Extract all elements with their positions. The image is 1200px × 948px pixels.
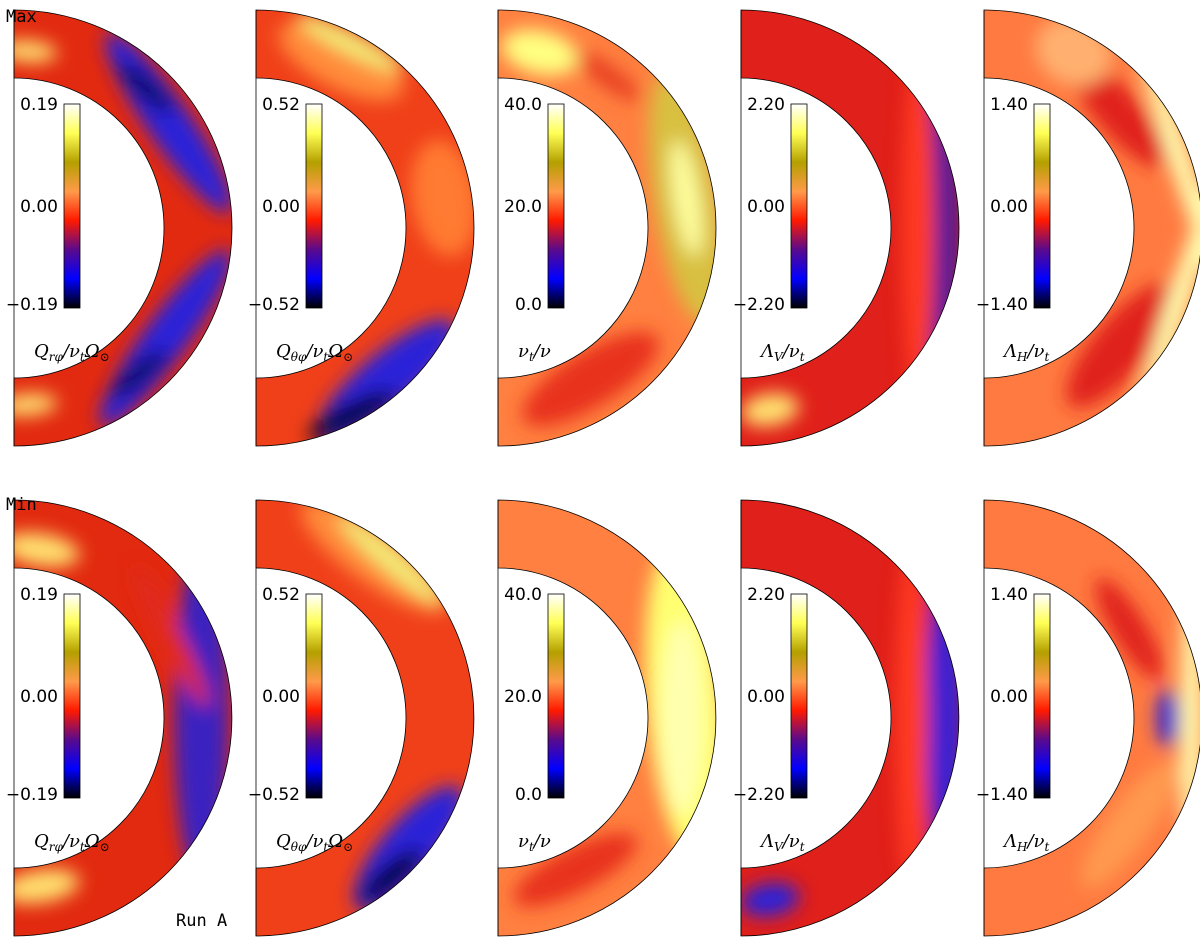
quantity-label: ΛH/νt bbox=[1002, 831, 1049, 854]
colorbar bbox=[1033, 593, 1051, 799]
row-label-min: Min bbox=[6, 495, 37, 515]
shell-outline bbox=[255, 499, 475, 937]
colorbar-tick-label: 0.00 bbox=[20, 687, 58, 707]
shell-outline bbox=[740, 9, 960, 447]
colorbar-tick-label: 0.52 bbox=[262, 95, 300, 115]
colorbar-tick-label: 0.19 bbox=[20, 585, 58, 605]
quantity-label: ΛH/νt bbox=[1002, 341, 1049, 364]
meridional-field bbox=[14, 10, 232, 446]
run-label: Run A bbox=[176, 911, 227, 931]
colorbar-tick-label: 0.00 bbox=[747, 687, 785, 707]
shell-outline bbox=[983, 9, 1200, 447]
shell-outline bbox=[13, 499, 233, 937]
colorbar bbox=[305, 103, 323, 309]
panel-max-qthphi: 0.52 0.00 −0.52 Qθφ/νtΩ⊙ bbox=[248, 9, 475, 447]
quantity-label: Qrφ/νtΩ⊙ bbox=[34, 341, 110, 364]
meridional-field bbox=[256, 500, 474, 936]
colorbar-tick-label: −1.40 bbox=[976, 295, 1028, 315]
colorbar bbox=[790, 593, 808, 799]
colorbar bbox=[790, 103, 808, 309]
colorbar-tick-label: 0.00 bbox=[990, 687, 1028, 707]
colorbar-tick-label: −0.19 bbox=[6, 295, 58, 315]
colorbar-tick-label: 20.0 bbox=[504, 687, 542, 707]
quantity-label: Qθφ/νtΩ⊙ bbox=[276, 831, 353, 854]
quantity-label: Qθφ/νtΩ⊙ bbox=[276, 341, 353, 364]
colorbar-tick-label: −0.19 bbox=[6, 785, 58, 805]
colorbar bbox=[547, 593, 565, 799]
colorbar-tick-label: −2.20 bbox=[733, 295, 785, 315]
colorbar-tick-label: 40.0 bbox=[504, 585, 542, 605]
colorbar-tick-label: 0.00 bbox=[262, 197, 300, 217]
colorbar-tick-label: 0.52 bbox=[262, 585, 300, 605]
meridional-field bbox=[741, 10, 959, 446]
colorbar bbox=[63, 103, 81, 309]
colorbar-tick-label: 2.20 bbox=[747, 585, 785, 605]
colorbar-tick-label: 0.00 bbox=[747, 197, 785, 217]
meridional-field bbox=[14, 500, 232, 936]
meridional-field bbox=[984, 500, 1200, 936]
colorbar-tick-label: 20.0 bbox=[504, 197, 542, 217]
shell-outline bbox=[497, 499, 717, 937]
panel-max-qrphi: 0.19 0.00 −0.19 Qrφ/νtΩ⊙ bbox=[6, 9, 233, 447]
colorbar-tick-label: 0.00 bbox=[990, 197, 1028, 217]
quantity-label: ΛV/νt bbox=[759, 831, 805, 854]
panel-min-nut: 40.0 20.0 0.0 νt/ν bbox=[497, 499, 717, 937]
meridional-field bbox=[498, 500, 716, 936]
quantity-label: νt/ν bbox=[518, 341, 551, 364]
meridional-field bbox=[498, 10, 716, 446]
panel-max-lambdah: 1.40 0.00 −1.40 ΛH/νt bbox=[976, 9, 1200, 447]
row-label-max: Max bbox=[6, 7, 37, 27]
quantity-label: Qrφ/νtΩ⊙ bbox=[34, 831, 110, 854]
meridional-field bbox=[984, 10, 1200, 446]
panel-min-lambdah: 1.40 0.00 −1.40 ΛH/νt bbox=[976, 499, 1200, 937]
shell-outline bbox=[497, 9, 717, 447]
colorbar-tick-label: 2.20 bbox=[747, 95, 785, 115]
meridional-field bbox=[741, 500, 959, 936]
shell-outline bbox=[255, 9, 475, 447]
quantity-label: ΛV/νt bbox=[759, 341, 805, 364]
colorbar-tick-label: 1.40 bbox=[990, 95, 1028, 115]
colorbar bbox=[547, 103, 565, 309]
colorbar-tick-label: 0.00 bbox=[20, 197, 58, 217]
shell-outline bbox=[740, 499, 960, 937]
panel-min-lambdav: 2.20 0.00 −2.20 ΛV/νt bbox=[733, 499, 960, 937]
quantity-label: νt/ν bbox=[518, 831, 551, 854]
colorbar-tick-label: 1.40 bbox=[990, 585, 1028, 605]
colorbar bbox=[1033, 103, 1051, 309]
colorbar-tick-label: 0.19 bbox=[20, 95, 58, 115]
panel-max-nut: 40.0 20.0 0.0 νt/ν bbox=[497, 9, 717, 447]
colorbar-tick-label: −0.52 bbox=[248, 785, 300, 805]
shell-outline bbox=[983, 499, 1200, 937]
colorbar-tick-label: 0.0 bbox=[515, 785, 542, 805]
colorbar-tick-label: 0.0 bbox=[515, 295, 542, 315]
panel-min-qrphi: 0.19 0.00 −0.19 Qrφ/νtΩ⊙ bbox=[6, 499, 233, 937]
colorbar bbox=[305, 593, 323, 799]
colorbar-tick-label: −0.52 bbox=[248, 295, 300, 315]
colorbar-tick-label: −1.40 bbox=[976, 785, 1028, 805]
colorbar-tick-label: 40.0 bbox=[504, 95, 542, 115]
colorbar-tick-label: −2.20 bbox=[733, 785, 785, 805]
colorbar-tick-label: 0.00 bbox=[262, 687, 300, 707]
colorbar bbox=[63, 593, 81, 799]
panel-max-lambdav: 2.20 0.00 −2.20 ΛV/νt bbox=[733, 9, 960, 447]
meridional-field bbox=[256, 10, 474, 446]
panel-min-qthphi: 0.52 0.00 −0.52 Qθφ/νtΩ⊙ bbox=[248, 499, 475, 937]
shell-outline bbox=[13, 9, 233, 447]
